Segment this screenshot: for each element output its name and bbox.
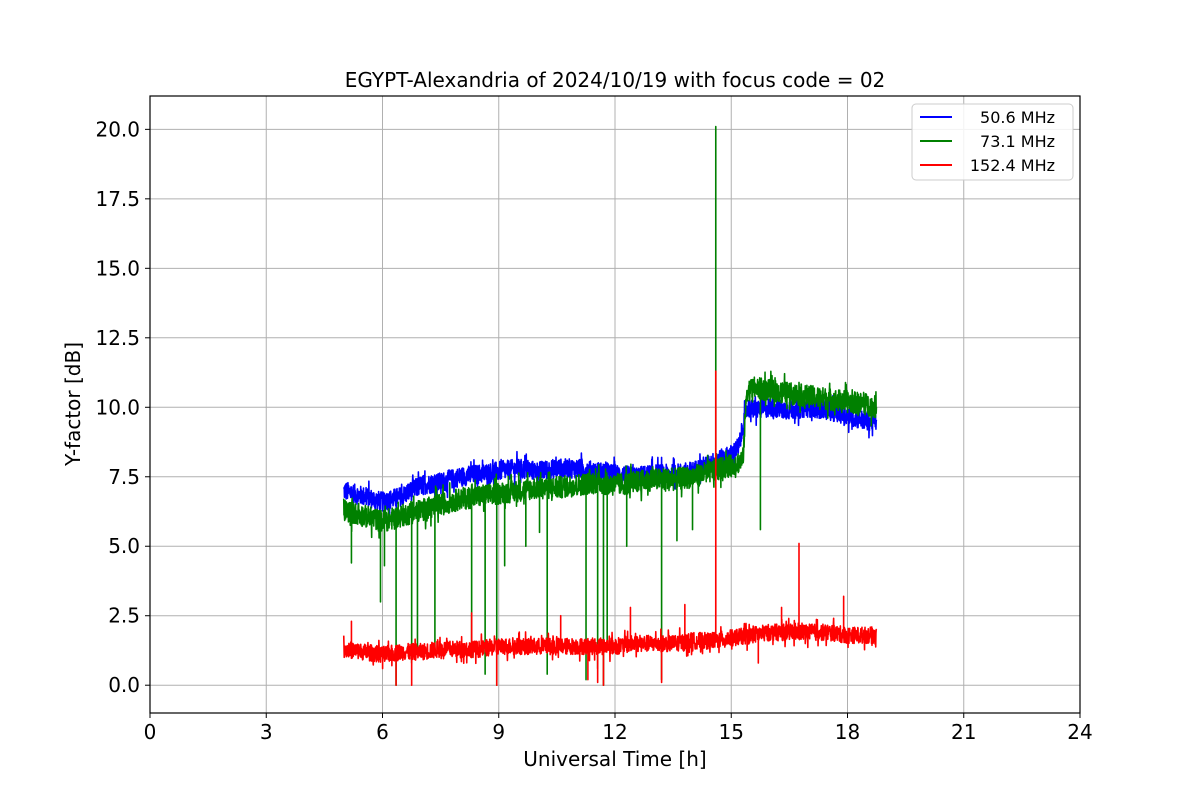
legend-box xyxy=(911,103,1074,181)
series-line-0 xyxy=(343,391,878,516)
x-tick-label: 0 xyxy=(144,720,157,744)
y-tick-label: 20.0 xyxy=(95,117,140,141)
x-tick-label: 12 xyxy=(602,720,627,744)
series-layer xyxy=(342,125,878,687)
chart-title: EGYPT-Alexandria of 2024/10/19 with focu… xyxy=(345,68,886,92)
x-tick-label: 3 xyxy=(260,720,273,744)
legend: 50.6 MHz 73.1 MHz 152.4 MHz xyxy=(911,103,1074,181)
y-tick-label: 15.0 xyxy=(95,256,140,280)
y-axis-label: Y-factor [dB] xyxy=(61,342,85,467)
y-tick-label: 2.5 xyxy=(108,604,140,628)
y-tick-label: 5.0 xyxy=(108,534,140,558)
y-tick-label: 0.0 xyxy=(108,673,140,697)
y-tick-label: 10.0 xyxy=(95,395,140,419)
x-tick-label: 9 xyxy=(492,720,505,744)
x-tick-label: 24 xyxy=(1067,720,1092,744)
y-tick-label: 17.5 xyxy=(95,187,140,211)
y-tick-label: 7.5 xyxy=(108,465,140,489)
x-tick-label: 18 xyxy=(835,720,860,744)
y-tick-label: 12.5 xyxy=(95,326,140,350)
x-tick-label: 21 xyxy=(951,720,976,744)
series-line-1 xyxy=(342,125,878,687)
legend-label: 50.6 MHz xyxy=(980,108,1055,127)
legend-label: 73.1 MHz xyxy=(980,132,1055,151)
x-tick-label: 15 xyxy=(719,720,744,744)
x-axis-label: Universal Time [h] xyxy=(523,747,706,771)
x-tick-label: 6 xyxy=(376,720,389,744)
legend-label: 152.4 MHz xyxy=(970,156,1055,175)
axis-ticks: 0 3 6 9 12 15 18 21 24 0.0 2.5 5.0 7.5 10.0 12.5 15.0 17… xyxy=(95,117,1092,744)
series-line-2 xyxy=(342,370,878,687)
